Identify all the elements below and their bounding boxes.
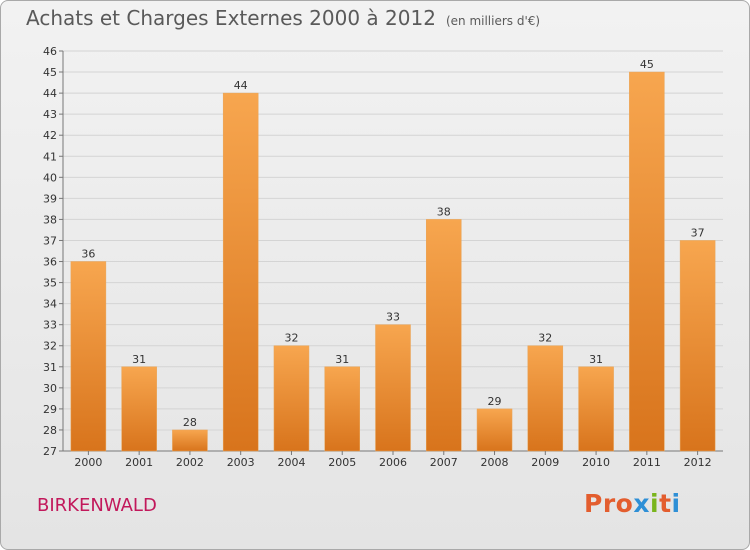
bar-2004 [273,345,310,452]
y-tick-label: 36 [43,256,57,269]
y-tick-label: 34 [43,298,57,311]
y-tick-label: 28 [43,424,57,437]
x-tick-label: 2011 [633,456,661,469]
bar-2001 [121,366,157,452]
data-label: 37 [691,226,705,239]
data-label: 45 [640,58,654,71]
bar-2006 [375,324,411,452]
data-label: 44 [234,79,248,92]
x-tick-label: 2010 [582,456,610,469]
y-tick-label: 37 [43,234,57,247]
bar-2011 [629,71,665,452]
logo-letter: r [602,489,616,518]
chart-title-text: Achats et Charges Externes 2000 à 2012 [26,6,436,30]
chart-title: Achats et Charges Externes 2000 à 2012 (e… [26,6,540,30]
bar-2007 [426,219,462,452]
bar-2009 [527,345,564,452]
bar-2010 [578,366,614,452]
bar-2000 [70,261,107,452]
bar-2012 [679,240,716,452]
bar-2003 [222,92,259,452]
x-tick-label: 2000 [74,456,102,469]
data-label: 28 [183,416,197,429]
data-label: 36 [81,248,95,261]
data-label: 32 [538,332,552,345]
logo-letter: x [633,489,650,518]
logo-letter: P [584,489,603,518]
x-tick-label: 2001 [125,456,153,469]
x-tick-label: 2005 [328,456,356,469]
data-label: 31 [132,353,146,366]
y-tick-label: 31 [43,361,57,374]
data-label: 31 [335,353,349,366]
y-tick-label: 32 [43,340,57,353]
y-tick-label: 40 [43,171,57,184]
place-name: BIRKENWALD [37,495,157,516]
y-tick-label: 29 [43,403,57,416]
logo-letter: t [659,489,672,518]
logo-letter: i [671,489,681,518]
data-label: 38 [437,205,451,218]
y-tick-label: 43 [43,108,57,121]
bar-2002 [172,429,208,452]
x-tick-label: 2003 [227,456,255,469]
chart-unit: (en milliers d'€) [445,14,541,28]
data-label: 29 [488,395,502,408]
y-tick-label: 41 [43,150,57,163]
y-tick-label: 38 [43,213,57,226]
x-tick-label: 2004 [277,456,305,469]
bar-2005 [324,366,360,452]
y-tick-label: 39 [43,192,57,205]
x-tick-label: 2012 [684,456,712,469]
y-tick-label: 42 [43,129,57,142]
y-tick-label: 27 [43,445,57,458]
data-label: 31 [589,353,603,366]
y-tick-label: 33 [43,319,57,332]
proxiti-logo: Proxiti [584,489,681,518]
data-label: 33 [386,311,400,324]
data-label: 32 [284,332,298,345]
y-tick-label: 46 [43,45,57,58]
logo-letter: o [615,489,634,518]
y-tick-label: 44 [43,87,57,100]
y-tick-label: 35 [43,277,57,290]
x-tick-label: 2009 [531,456,559,469]
x-tick-label: 2006 [379,456,407,469]
x-tick-label: 2008 [481,456,509,469]
logo-letter: i [650,489,660,518]
x-tick-label: 2002 [176,456,204,469]
y-tick-label: 30 [43,382,57,395]
bar-2008 [476,408,513,452]
y-tick-label: 45 [43,66,57,79]
x-tick-label: 2007 [430,456,458,469]
